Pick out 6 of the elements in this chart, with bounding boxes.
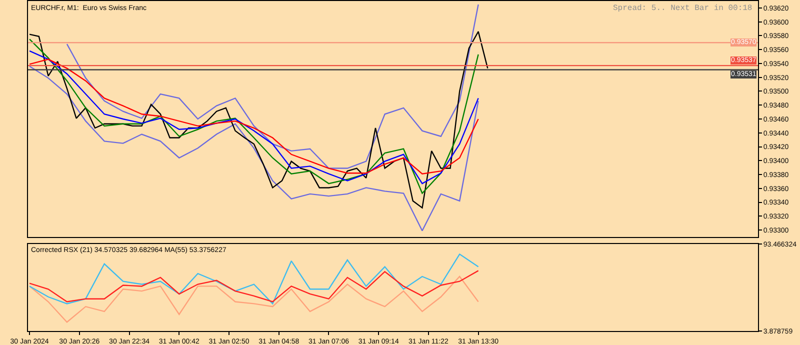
annotation: Spread: 5.. Next Bar in 00:18 (613, 4, 752, 13)
line-series (28, 254, 479, 304)
line-series (28, 276, 479, 323)
line-series (28, 66, 479, 232)
line-series (66, 4, 479, 169)
line-series (28, 270, 479, 302)
